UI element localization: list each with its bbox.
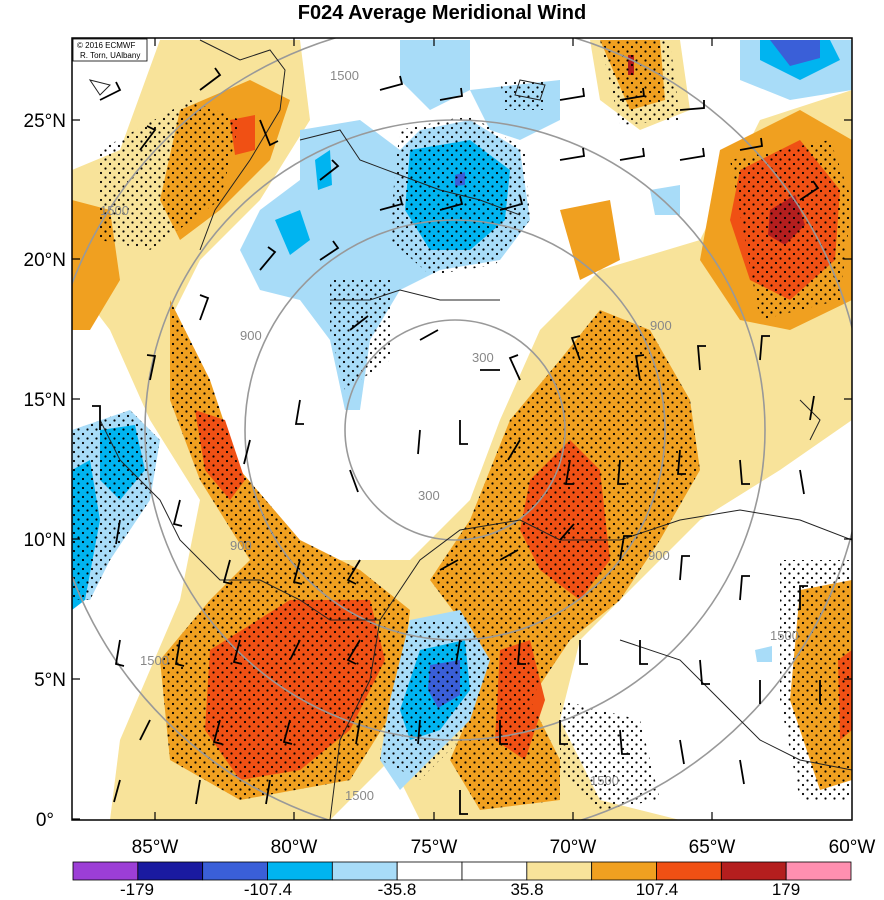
colorbar-label-neg35: -35.8 [378,880,417,899]
range-ring-label-300-b: 300 [418,488,440,503]
colorbar-label-107: 107.4 [636,880,679,899]
colorbar-swatch [720,861,787,881]
y-axis-ticks [72,119,852,820]
colorbar-label-neg179: -179 [120,880,154,899]
x-tick-label-75w: 75°W [411,837,458,858]
coastlines [88,39,852,820]
colorbar-swatch [202,861,268,881]
colorbar-swatch [656,861,722,881]
x-axis-ticks [154,38,713,820]
credit-line-2: R. Torn, UAlbany [80,51,140,60]
range-ring-label-1500-b: 1500 [140,653,169,668]
range-ring-label-1500-c: 1500 [345,788,374,803]
colorbar-label-179: 179 [772,880,800,899]
x-tick-label-65w: 65°W [689,837,736,858]
credit-line-1: © 2016 ECMWF [77,41,135,50]
colorbar [72,861,852,881]
map-plot-area: 300 300 900 900 900 900 1500 1500 1500 1… [72,38,852,820]
credit-box: © 2016 ECMWF R. Torn, UAlbany [72,38,148,62]
colorbar-swatch [72,861,139,881]
colorbar-swatch [526,861,593,881]
y-tick-label-10n: 10°N [24,530,66,551]
x-tick-label-85w: 85°W [132,837,179,858]
range-ring-label-900-c: 900 [648,548,670,563]
range-ring-label-1500-f: 1500 [100,203,129,218]
x-tick-label-70w: 70°W [550,837,597,858]
colorbar-swatch [591,861,657,881]
range-ring-label-900-b: 900 [230,538,252,553]
wind-barbs [92,67,821,815]
range-ring-label-1500-d: 1500 [770,628,799,643]
y-tick-label-5n: 5°N [34,670,66,691]
range-ring-label-900: 900 [650,318,672,333]
range-ring-label-1500-e: 1500 [590,773,619,788]
range-ring-label-300: 300 [472,350,494,365]
colorbar-swatch [331,861,398,881]
colorbar-swatch [461,861,528,881]
range-ring-label-900-d: 900 [240,328,262,343]
y-tick-label-20n: 20°N [24,250,66,271]
chart-title: F024 Average Meridional Wind [297,2,587,24]
colorbar-label-neg107: -107.4 [244,880,292,899]
plot-frame [71,37,853,821]
y-tick-label-15n: 15°N [24,390,66,411]
colorbar-swatch [396,861,463,881]
colorbar-swatch [267,861,333,881]
colorbar-swatch [785,861,852,881]
colorbar-swatch [137,861,204,881]
y-tick-label-25n: 25°N [24,111,66,132]
x-tick-label-60w: 60°W [829,837,876,858]
colorbar-label-35: 35.8 [510,880,543,899]
range-ring-label-1500: 1500 [330,68,359,83]
y-tick-label-0: 0° [36,810,54,831]
range-rings [72,38,852,820]
x-tick-label-80w: 80°W [271,837,318,858]
